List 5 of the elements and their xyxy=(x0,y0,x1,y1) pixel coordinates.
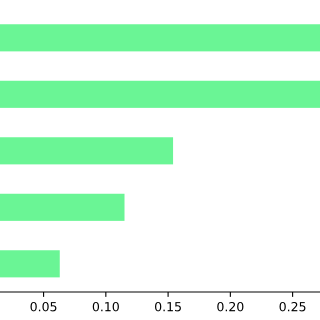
x-tick-label: 0.25 xyxy=(280,302,306,312)
x-tick-label: 0.15 xyxy=(155,302,181,312)
x-tick-label: 0.20 xyxy=(217,302,244,312)
x-tick-label: 0.05 xyxy=(30,302,56,312)
x-tick-label: 0.10 xyxy=(92,302,119,312)
